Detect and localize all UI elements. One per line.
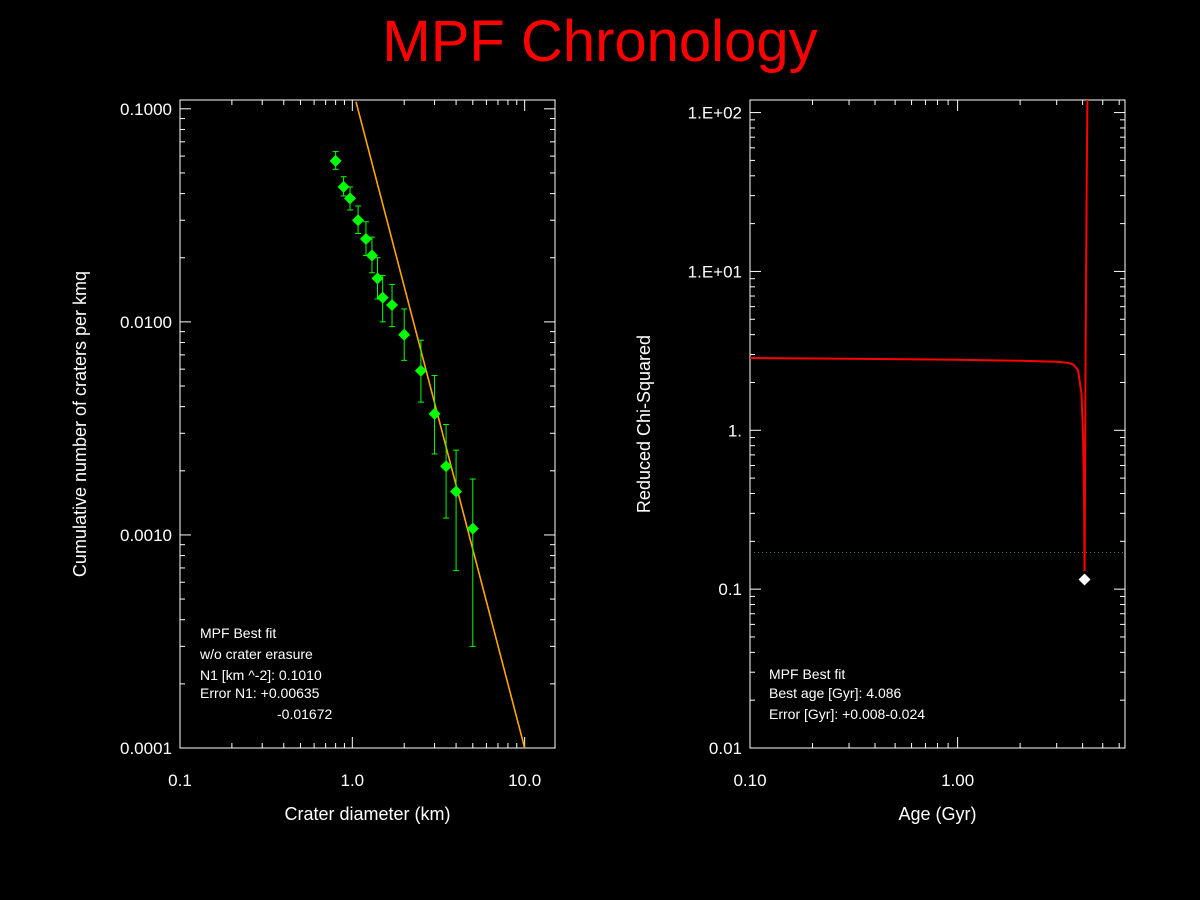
left-x-tick-label: 10.0: [508, 771, 541, 790]
data-point: [344, 192, 357, 205]
data-point: [365, 249, 378, 262]
left-x-tick-label: 1.0: [341, 771, 365, 790]
left-plot-frame: [179, 99, 556, 749]
data-point: [386, 299, 399, 312]
data-point: [440, 460, 453, 473]
right-x-tick-label: 1.00: [941, 771, 974, 790]
data-point: [466, 522, 479, 535]
data-point: [371, 272, 384, 285]
data-point: [329, 154, 342, 167]
right-plot-frame: [749, 99, 1126, 749]
data-point: [428, 407, 441, 420]
right-y-tick-label: 1.E+01: [688, 262, 742, 281]
right-y-tick-label: 1.E+02: [688, 104, 742, 123]
right-y-tick-label: 1.: [728, 421, 742, 440]
right-legend-line: Error [Gyr]: +0.008-0.024: [769, 706, 925, 722]
left-legend-line: -0.01672: [277, 706, 332, 722]
left-legend-line: N1 [km ^-2]: 0.1010: [200, 667, 322, 683]
left-legend-line: w/o crater erasure: [199, 646, 313, 662]
right-y-axis-label: Reduced Chi-Squared: [634, 335, 654, 513]
data-point: [352, 214, 365, 227]
left-y-tick-label: 0.1000: [120, 100, 172, 119]
data-point: [376, 291, 389, 304]
data-point: [337, 180, 350, 193]
left-legend-title: MPF Best fit: [200, 625, 276, 641]
right-legend-line: Best age [Gyr]: 4.086: [769, 685, 902, 701]
left-y-tick-label: 0.0100: [120, 313, 172, 332]
best-age-marker: [1078, 573, 1091, 586]
right-legend-title: MPF Best fit: [769, 666, 845, 682]
data-point: [359, 232, 372, 245]
chi-squared-curve: [749, 99, 1089, 572]
page-title: MPF Chronology: [382, 9, 818, 74]
left-y-axis-label: Cumulative number of craters per kmq: [70, 271, 90, 577]
fit-line: [355, 101, 526, 749]
data-point: [398, 328, 411, 341]
left-y-tick-label: 0.0010: [120, 526, 172, 545]
data-point: [414, 364, 427, 377]
right-y-tick-label: 0.01: [709, 739, 742, 758]
right-x-axis-label: Age (Gyr): [898, 804, 976, 824]
left-x-axis-label: Crater diameter (km): [284, 804, 450, 824]
data-point: [450, 485, 463, 498]
left-legend-line: Error N1: +0.00635: [200, 685, 320, 701]
left-x-tick-label: 0.1: [168, 771, 192, 790]
left-y-tick-label: 0.0001: [120, 739, 172, 758]
right-y-tick-label: 0.1: [718, 580, 742, 599]
right-x-tick-label: 0.10: [733, 771, 766, 790]
